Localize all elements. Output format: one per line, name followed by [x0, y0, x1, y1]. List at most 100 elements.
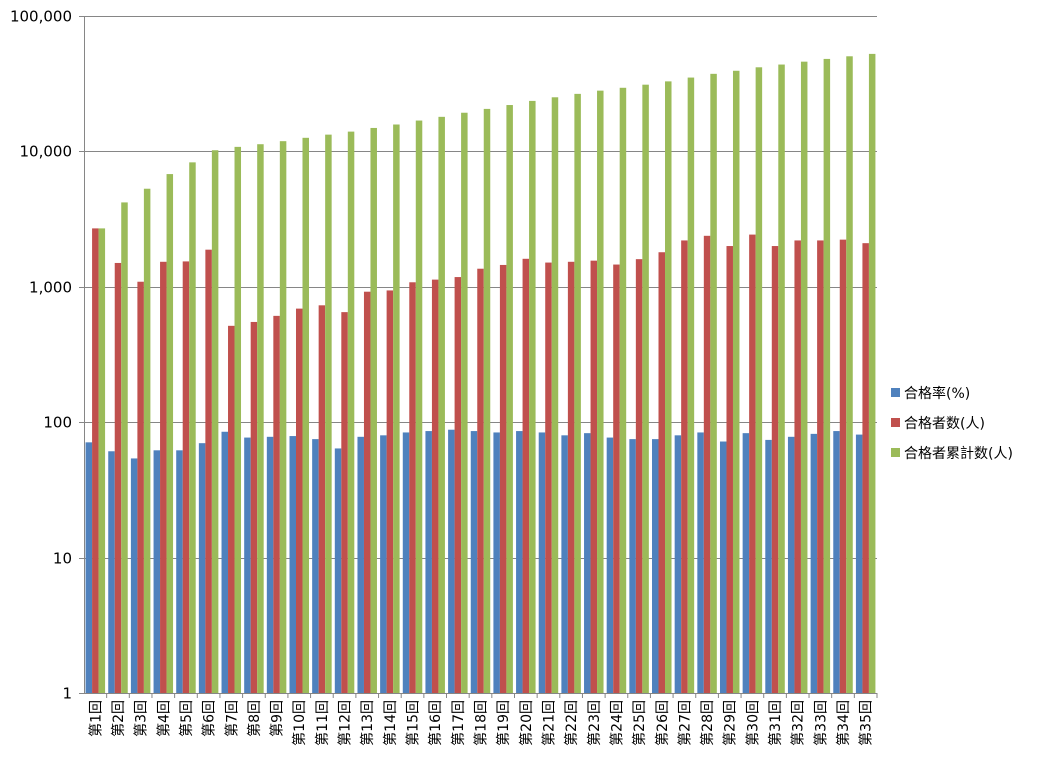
- bar: [810, 433, 818, 693]
- bar: [606, 437, 614, 693]
- bar: [833, 431, 840, 693]
- bar: [393, 124, 400, 693]
- bar: [629, 439, 636, 693]
- bar: [318, 305, 326, 693]
- bar: [823, 58, 831, 694]
- bar: [619, 87, 627, 693]
- bar: [584, 433, 591, 693]
- bars: [85, 53, 876, 694]
- y-tick-label: 10: [53, 550, 72, 568]
- bar: [182, 261, 190, 693]
- x-tick-label: 第20回: [518, 700, 535, 746]
- x-tick-label: 第11回: [314, 700, 331, 746]
- bar: [409, 282, 416, 693]
- x-tick-label: 第15回: [405, 700, 422, 746]
- bar: [868, 53, 876, 693]
- bar: [312, 439, 319, 693]
- bar: [363, 291, 371, 693]
- bar: [357, 436, 364, 693]
- bar: [198, 443, 206, 693]
- bar: [477, 268, 484, 693]
- bar: [697, 432, 704, 693]
- bar: [448, 429, 455, 693]
- x-tick-label: 第5回: [178, 700, 195, 737]
- x-tick-label: 第19回: [495, 700, 512, 746]
- bar: [529, 100, 536, 693]
- bar: [85, 442, 93, 693]
- x-tick-label: 第33回: [812, 700, 829, 746]
- x-tick-label: 第21回: [540, 700, 557, 746]
- bar: [613, 264, 620, 693]
- x-tick-label: 第25回: [631, 700, 648, 746]
- bar: [590, 260, 598, 693]
- bar: [817, 240, 824, 693]
- bar: [228, 325, 235, 693]
- bar: [114, 262, 122, 693]
- legend-label: 合格率(%): [904, 385, 970, 402]
- bar: [674, 435, 682, 693]
- bar: [205, 249, 212, 694]
- bar: [561, 435, 568, 693]
- bar: [567, 261, 575, 693]
- x-tick-labels: 第1回 第2回 第3回 第4回 第5回 第6回 第7回 第8回 第9回 第10回 第11回 第12回第…: [87, 700, 874, 746]
- y-tick-label: 100: [43, 414, 72, 432]
- x-tick-label: 第27回: [676, 700, 693, 746]
- x-tick-label: 第9回: [269, 700, 286, 737]
- x-tick-label: 第6回: [201, 700, 218, 737]
- x-tick-label: 第14回: [382, 700, 399, 746]
- bar: [143, 188, 151, 694]
- bar: [687, 77, 695, 693]
- bar: [425, 431, 432, 693]
- bar: [483, 108, 491, 693]
- x-tick-label: 第3回: [133, 700, 150, 737]
- bar: [726, 246, 733, 694]
- bar: [787, 436, 795, 693]
- bar: [681, 240, 688, 693]
- bar: [506, 105, 513, 694]
- bar: [719, 441, 727, 693]
- bar: [244, 437, 251, 693]
- bar: [176, 450, 183, 693]
- bar: [635, 259, 643, 693]
- bar: [325, 134, 332, 693]
- bar: [347, 131, 355, 693]
- y-tick-label: 10,000: [20, 143, 73, 161]
- bar: [166, 174, 174, 693]
- bar: [461, 112, 468, 694]
- bar: [658, 252, 666, 694]
- y-tick-label: 1: [62, 685, 72, 703]
- bar: [250, 321, 258, 693]
- bar: [800, 61, 808, 693]
- x-tick-label: 第30回: [744, 700, 761, 746]
- x-tick-label: 第17回: [450, 700, 467, 746]
- x-tick-label: 第18回: [473, 700, 490, 746]
- bar: [499, 264, 507, 693]
- y-tick-label: 100,000: [10, 8, 72, 26]
- bar: [665, 81, 672, 693]
- bar: [755, 67, 763, 694]
- bar: [98, 228, 106, 693]
- x-tick-label: 第31回: [767, 700, 784, 746]
- bar: [402, 432, 410, 693]
- bar: [732, 70, 740, 693]
- bar: [574, 93, 581, 693]
- bar: [470, 431, 478, 693]
- bar: [438, 116, 445, 693]
- x-tick-label: 第4回: [155, 700, 172, 737]
- bar: [266, 436, 274, 693]
- bar: [130, 458, 138, 693]
- bar: [454, 277, 462, 693]
- x-tick-label: 第2回: [110, 700, 127, 737]
- x-tick-label: 第32回: [790, 700, 807, 746]
- bar: [642, 84, 649, 694]
- x-tick-label: 第1回: [87, 700, 104, 737]
- bar: [551, 97, 559, 693]
- x-tick-label: 第23回: [586, 700, 603, 746]
- y-tick-label: 1,000: [29, 279, 72, 297]
- x-tick-label: 第12回: [337, 700, 354, 746]
- x-tick-label: 第7回: [223, 700, 240, 737]
- bar: [846, 56, 853, 694]
- bar: [295, 308, 303, 693]
- bar: [137, 281, 144, 693]
- bar: [380, 435, 387, 693]
